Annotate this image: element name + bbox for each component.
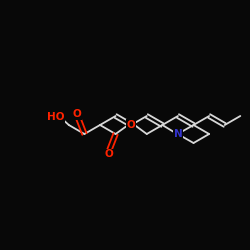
Text: O: O xyxy=(105,150,114,160)
Text: O: O xyxy=(127,120,136,130)
Text: N: N xyxy=(174,129,182,139)
Text: HO: HO xyxy=(47,112,64,122)
Text: O: O xyxy=(72,109,81,119)
